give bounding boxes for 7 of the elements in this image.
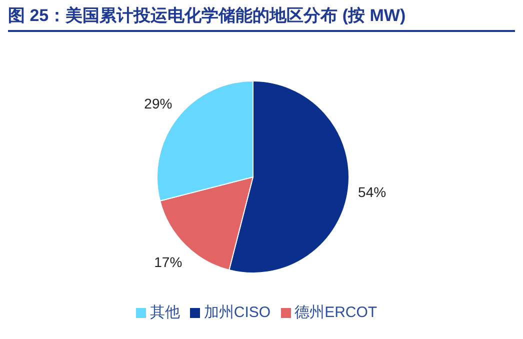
legend-label: 德州ERCOT (294, 304, 378, 321)
data-label: 17% (154, 254, 182, 270)
legend-label: 其他 (150, 304, 180, 321)
legend-label: 加州CISO (204, 304, 271, 321)
data-label: 54% (358, 184, 386, 200)
data-label: 29% (144, 95, 172, 112)
chart-title: 图 25：美国累计投运电化学储能的地区分布 (按 MW) (8, 4, 515, 32)
